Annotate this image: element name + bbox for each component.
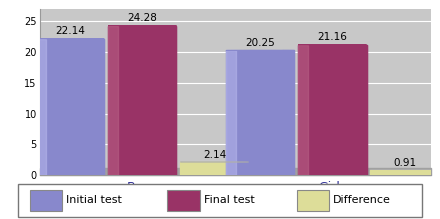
- Text: 24.28: 24.28: [127, 13, 157, 23]
- Ellipse shape: [226, 50, 294, 51]
- Bar: [36, 39, 104, 175]
- FancyBboxPatch shape: [30, 190, 62, 211]
- Text: 2.14: 2.14: [203, 150, 226, 160]
- Text: 20.25: 20.25: [245, 38, 275, 48]
- Bar: [164, 26, 176, 175]
- Bar: [370, 170, 439, 175]
- FancyBboxPatch shape: [167, 190, 200, 211]
- Bar: [40, 168, 431, 175]
- Bar: [92, 39, 104, 175]
- Bar: [108, 26, 118, 175]
- Text: Final test: Final test: [204, 195, 255, 205]
- FancyBboxPatch shape: [297, 190, 329, 211]
- Bar: [226, 50, 294, 175]
- FancyBboxPatch shape: [18, 184, 422, 217]
- Text: 22.14: 22.14: [55, 26, 85, 36]
- Bar: [282, 50, 294, 175]
- Bar: [108, 26, 176, 175]
- Bar: [36, 39, 46, 175]
- Bar: [180, 162, 249, 175]
- Text: 21.16: 21.16: [317, 32, 347, 42]
- Bar: [298, 45, 308, 175]
- Bar: [226, 50, 236, 175]
- Ellipse shape: [108, 25, 176, 26]
- Text: 0.91: 0.91: [393, 158, 416, 168]
- Text: Difference: Difference: [334, 195, 391, 205]
- Bar: [354, 45, 367, 175]
- Bar: [298, 45, 367, 175]
- Text: Initial test: Initial test: [66, 195, 122, 205]
